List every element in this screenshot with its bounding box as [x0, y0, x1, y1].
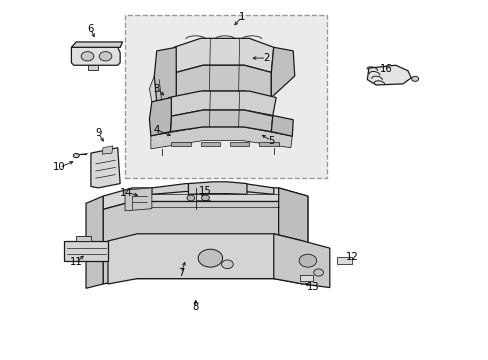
Polygon shape — [271, 47, 294, 98]
Circle shape — [221, 260, 233, 269]
Polygon shape — [151, 127, 292, 149]
Polygon shape — [271, 116, 293, 136]
Polygon shape — [103, 202, 307, 284]
Bar — [200, 142, 220, 146]
Text: 6: 6 — [87, 24, 94, 35]
Polygon shape — [299, 275, 312, 281]
Text: 5: 5 — [267, 136, 274, 145]
Circle shape — [299, 254, 316, 267]
Circle shape — [186, 195, 194, 201]
Polygon shape — [170, 110, 272, 132]
Polygon shape — [86, 196, 103, 288]
Polygon shape — [173, 39, 273, 72]
Text: 1: 1 — [238, 12, 245, 22]
Polygon shape — [149, 72, 176, 102]
Circle shape — [99, 51, 112, 61]
Polygon shape — [108, 234, 303, 284]
Circle shape — [198, 249, 222, 267]
Text: 14: 14 — [120, 188, 133, 198]
Text: 8: 8 — [192, 302, 199, 312]
Polygon shape — [366, 65, 410, 85]
Bar — [171, 142, 190, 146]
Polygon shape — [103, 188, 307, 210]
Polygon shape — [188, 182, 246, 194]
Polygon shape — [168, 91, 276, 116]
Circle shape — [201, 195, 209, 201]
Polygon shape — [71, 42, 122, 47]
Polygon shape — [88, 65, 98, 70]
Text: 3: 3 — [153, 84, 160, 94]
Polygon shape — [154, 47, 176, 101]
Polygon shape — [152, 184, 273, 194]
Circle shape — [73, 153, 79, 158]
Polygon shape — [71, 47, 120, 65]
Circle shape — [411, 76, 418, 81]
Polygon shape — [64, 241, 108, 261]
Text: 16: 16 — [379, 64, 391, 74]
Polygon shape — [278, 188, 307, 284]
Bar — [229, 142, 249, 146]
Text: 12: 12 — [345, 252, 357, 262]
Circle shape — [81, 51, 94, 61]
Polygon shape — [91, 148, 120, 188]
Text: 2: 2 — [263, 53, 269, 63]
Polygon shape — [102, 146, 113, 154]
Text: 11: 11 — [70, 257, 82, 267]
Bar — [125, 15, 327, 178]
Polygon shape — [336, 257, 351, 264]
Text: 9: 9 — [95, 129, 101, 138]
Text: 7: 7 — [178, 268, 184, 278]
Polygon shape — [273, 234, 329, 288]
Polygon shape — [176, 65, 271, 98]
Text: 10: 10 — [53, 162, 65, 172]
Bar — [259, 142, 278, 146]
Text: 13: 13 — [306, 282, 319, 292]
Polygon shape — [149, 98, 171, 136]
Polygon shape — [125, 188, 152, 211]
Polygon shape — [76, 235, 91, 241]
Text: 15: 15 — [199, 186, 211, 196]
Text: 4: 4 — [153, 125, 160, 135]
Circle shape — [313, 269, 323, 276]
